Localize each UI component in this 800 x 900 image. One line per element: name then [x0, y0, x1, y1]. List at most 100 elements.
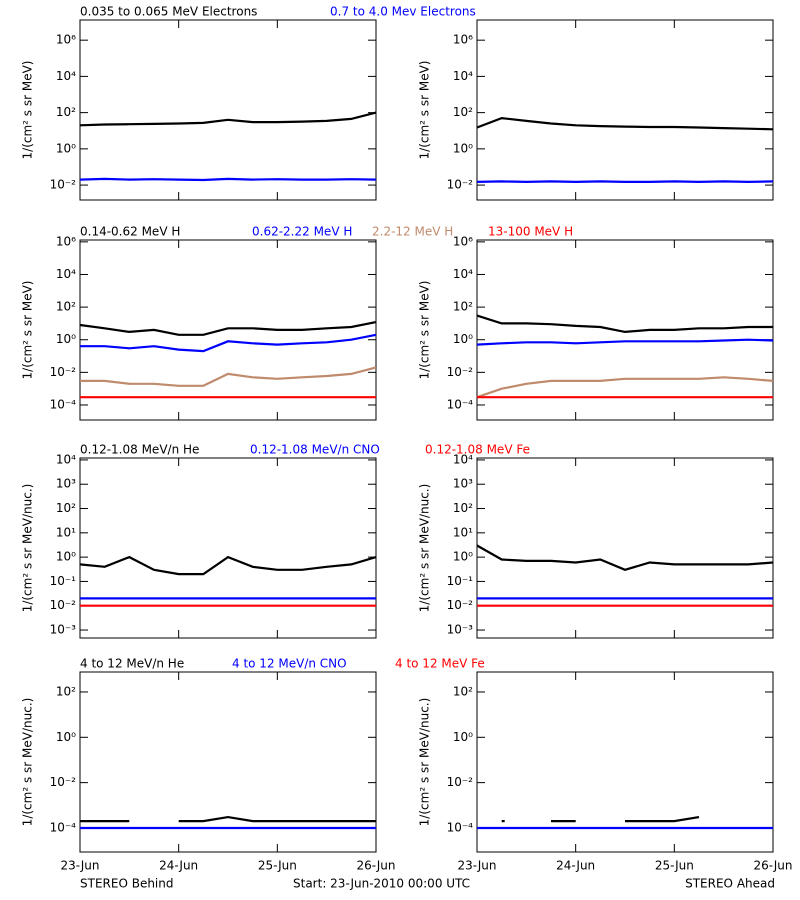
x-tick-label: 25-Jun — [258, 859, 297, 873]
y-axis-label: 1/(cm² s sr MeV) — [21, 281, 35, 380]
plot-frame — [476, 239, 774, 421]
y-tick-label: 10² — [453, 105, 473, 119]
y-tick-label: 10³ — [453, 477, 473, 491]
series-line — [80, 333, 377, 353]
y-axis-label: 1/(cm² s sr MeV) — [418, 61, 432, 160]
y-tick-label: 10⁴ — [453, 452, 473, 466]
plot-frame — [79, 671, 377, 853]
legend-entry: 0.035 to 0.065 MeV Electrons — [80, 5, 257, 19]
y-axis-label: 1/(cm² s sr MeV/nuc.) — [418, 484, 432, 613]
legend-entry: 0.12-1.08 MeV/n CNO — [250, 443, 380, 457]
legend-entry: 4 to 12 MeV Fe — [395, 657, 485, 671]
y-tick-label: 10⁴ — [56, 69, 76, 83]
y-tick-label: 10³ — [56, 477, 76, 491]
footer-center: Start: 23-Jun-2010 00:00 UTC — [293, 877, 470, 891]
plot-frame — [79, 239, 377, 421]
y-tick-label: 10² — [453, 501, 473, 515]
y-tick-label: 10⁻³ — [50, 623, 77, 637]
series-line — [476, 376, 774, 399]
legend-entry: 0.12-1.08 MeV Fe — [425, 443, 530, 457]
series-line — [476, 338, 774, 346]
y-tick-label: 10⁻⁴ — [50, 397, 77, 411]
legend-entry: 0.62-2.22 MeV H — [252, 225, 352, 239]
y-tick-label: 10² — [56, 300, 76, 314]
y-tick-label: 10⁻⁴ — [447, 397, 474, 411]
y-tick-label: 10⁻² — [50, 775, 77, 789]
y-tick-label: 10⁴ — [453, 267, 473, 281]
y-tick-label: 10⁶ — [56, 234, 76, 248]
plot-frame — [476, 19, 774, 201]
y-tick-label: 10⁶ — [453, 33, 473, 47]
series-line — [625, 816, 700, 823]
y-axis-label: 1/(cm² s sr MeV/nuc.) — [21, 698, 35, 827]
legend-entry: 2.2-12 MeV H — [372, 225, 453, 239]
y-tick-label: 10⁰ — [453, 550, 473, 564]
series-line — [476, 116, 774, 131]
y-tick-label: 10⁻⁴ — [447, 820, 474, 834]
y-tick-label: 10⁻² — [447, 178, 474, 192]
plot-frame — [79, 457, 377, 639]
legend-entry: 0.14-0.62 MeV H — [80, 225, 180, 239]
y-tick-label: 10² — [56, 105, 76, 119]
x-tick-label: 26-Jun — [356, 859, 395, 873]
y-tick-label: 10⁴ — [453, 69, 473, 83]
footer-right: STEREO Ahead — [685, 877, 775, 891]
y-tick-label: 10⁰ — [453, 332, 473, 346]
y-tick-label: 10⁰ — [56, 332, 76, 346]
y-tick-label: 10⁶ — [56, 33, 76, 47]
legend-entry: 0.7 to 4.0 Mev Electrons — [330, 5, 476, 19]
y-tick-label: 10⁰ — [56, 550, 76, 564]
x-tick-label: 23-Jun — [457, 859, 496, 873]
x-tick-label: 24-Jun — [556, 859, 595, 873]
x-tick-label: 26-Jun — [753, 859, 792, 873]
y-tick-label: 10⁻¹ — [447, 574, 474, 588]
y-tick-label: 10⁴ — [56, 267, 76, 281]
y-tick-label: 10⁻² — [447, 365, 474, 379]
y-axis-label: 1/(cm² s sr MeV/nuc.) — [21, 484, 35, 613]
series-line — [80, 366, 377, 387]
y-axis-label: 1/(cm² s sr MeV) — [418, 281, 432, 380]
y-tick-label: 10⁻² — [50, 365, 77, 379]
legend-entry: 4 to 12 MeV/n He — [80, 657, 184, 671]
y-tick-label: 10² — [56, 684, 76, 698]
series-line — [476, 544, 774, 571]
y-tick-label: 10² — [453, 300, 473, 314]
y-tick-label: 10⁴ — [56, 452, 76, 466]
x-tick-label: 23-Jun — [60, 859, 99, 873]
y-tick-label: 10⁶ — [453, 234, 473, 248]
plot-frame — [79, 19, 377, 201]
series-line — [476, 314, 773, 334]
legend-entry: 4 to 12 MeV/n CNO — [232, 657, 347, 671]
plot-frame — [476, 457, 774, 639]
y-tick-label: 10¹ — [56, 525, 76, 539]
series-line — [178, 815, 376, 823]
y-axis-label: 1/(cm² s sr MeV) — [21, 61, 35, 160]
y-tick-label: 10⁻² — [447, 775, 474, 789]
footer-left: STEREO Behind — [80, 877, 174, 891]
plot-frame — [476, 671, 774, 853]
y-axis-label: 1/(cm² s sr MeV/nuc.) — [418, 698, 432, 827]
y-tick-label: 10⁰ — [453, 141, 473, 155]
y-tick-label: 10⁻¹ — [50, 574, 77, 588]
y-tick-label: 10⁰ — [56, 141, 76, 155]
y-tick-label: 10⁻⁴ — [50, 820, 77, 834]
x-tick-label: 24-Jun — [159, 859, 198, 873]
legend-entry: 0.12-1.08 MeV/n He — [80, 443, 199, 457]
x-tick-label: 25-Jun — [655, 859, 694, 873]
y-tick-label: 10¹ — [453, 525, 473, 539]
y-tick-label: 10⁰ — [453, 730, 473, 744]
y-tick-label: 10⁻³ — [447, 623, 474, 637]
y-tick-label: 10⁻² — [447, 598, 474, 612]
y-tick-label: 10² — [56, 501, 76, 515]
y-tick-label: 10² — [453, 684, 473, 698]
y-tick-label: 10⁰ — [56, 730, 76, 744]
legend-entry: 13-100 MeV H — [488, 225, 573, 239]
series-line — [79, 321, 377, 336]
y-tick-label: 10⁻² — [50, 598, 77, 612]
series-line — [79, 111, 377, 127]
series-line — [79, 177, 377, 182]
series-line — [79, 555, 377, 576]
